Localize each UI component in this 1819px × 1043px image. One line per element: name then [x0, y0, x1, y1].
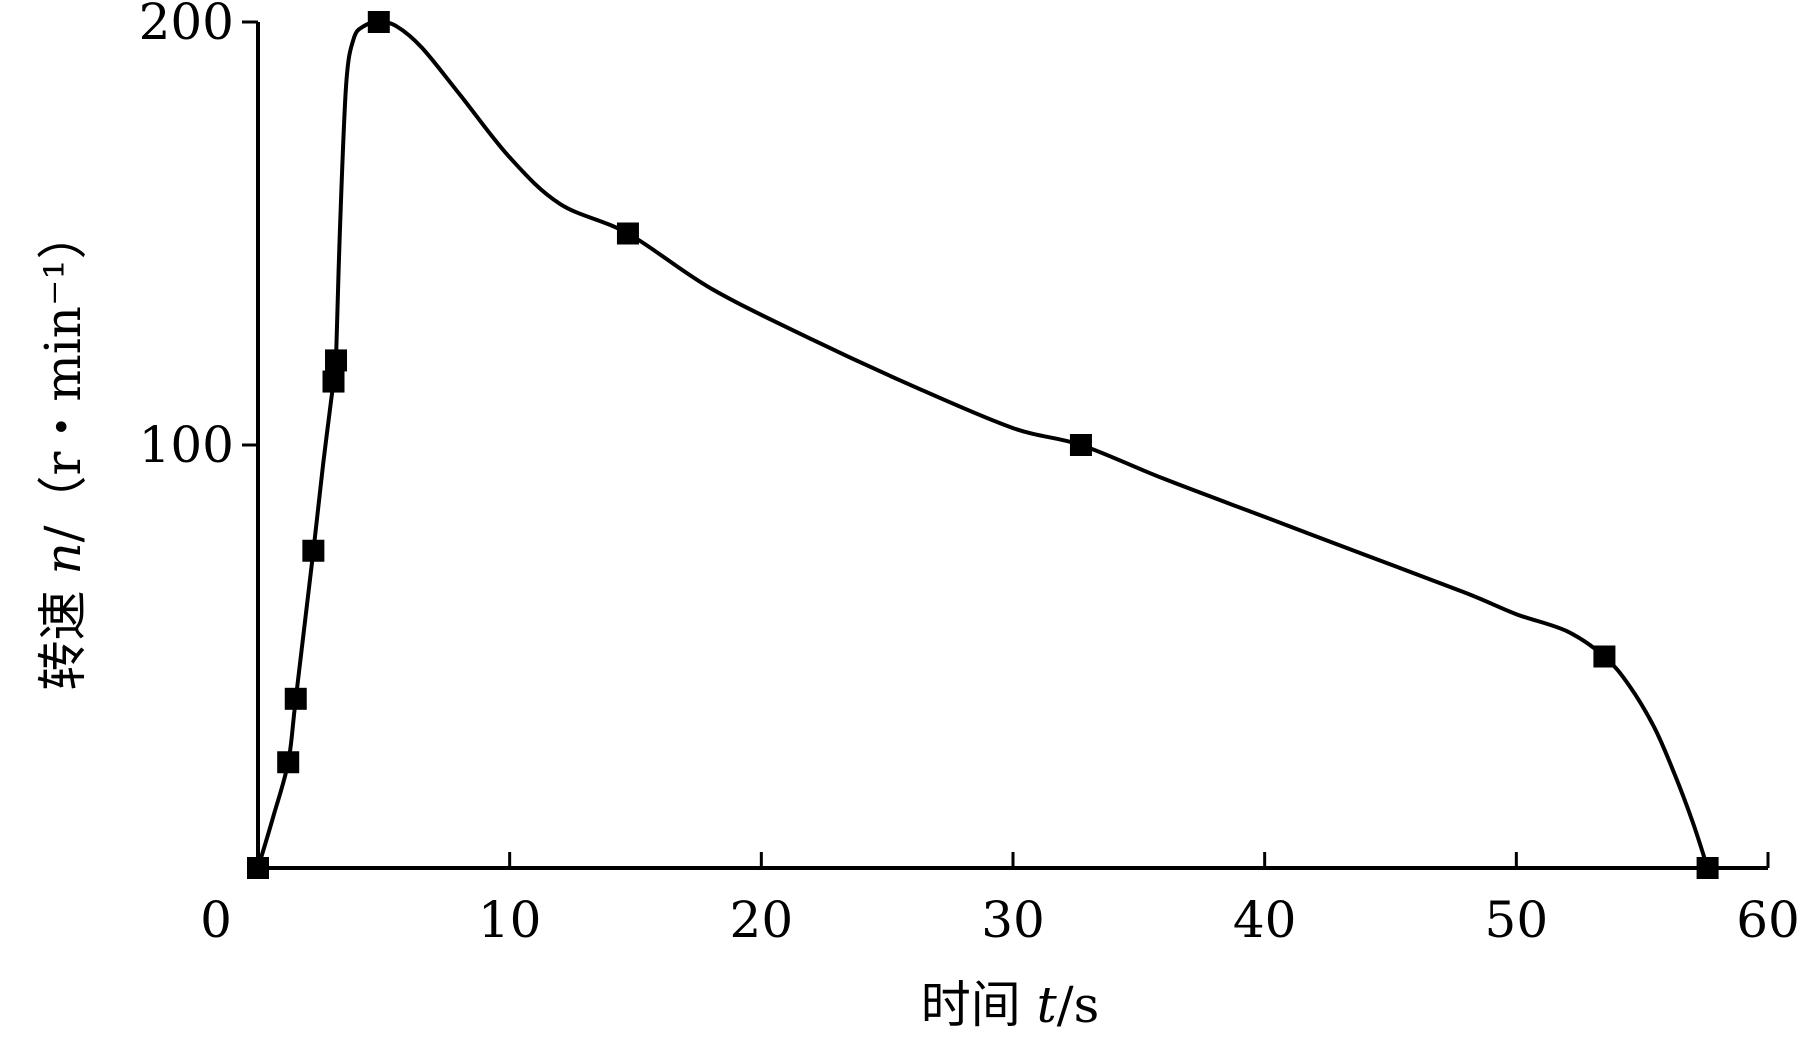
speed-curve — [256, 19, 1710, 869]
data-markers — [247, 11, 1719, 879]
data-point-3 — [302, 539, 325, 562]
data-point-9 — [1593, 645, 1616, 668]
x-tick-label-60: 60 — [1736, 891, 1800, 949]
y-axis-title-var: n — [34, 542, 92, 574]
data-point-7 — [616, 222, 639, 245]
x-tick-label-40: 40 — [1233, 891, 1297, 949]
x-tick-label-20: 20 — [730, 891, 794, 949]
x-axis-title: 时间 t/s — [921, 976, 1100, 1034]
data-point-6 — [367, 11, 390, 33]
axes — [256, 22, 1768, 870]
x-ticks: 0 10 20 30 40 50 60 — [200, 852, 1800, 949]
y-ticks: 100 200 — [139, 0, 258, 474]
y-axis-title-unit: /（r・min⁻¹） — [34, 210, 92, 543]
data-point-8 — [1069, 434, 1092, 456]
data-point-2 — [284, 687, 307, 710]
x-tick-label-0: 0 — [200, 891, 232, 949]
y-axis-title-prefix: 转速 — [34, 575, 92, 691]
data-point-0 — [247, 857, 269, 879]
y-tick-label-100: 100 — [139, 416, 234, 474]
x-axis-title-unit: /s — [1057, 976, 1100, 1034]
y-axis-title: 转速 n/（r・min⁻¹） — [34, 210, 92, 691]
x-axis-title-prefix: 时间 — [921, 976, 1037, 1034]
x-tick-label-10: 10 — [478, 891, 542, 949]
data-point-4 — [322, 370, 345, 393]
y-tick-label-200: 200 — [139, 0, 234, 51]
data-point-1 — [277, 751, 300, 774]
data-point-5 — [325, 349, 348, 372]
x-tick-label-50: 50 — [1485, 891, 1549, 949]
x-tick-label-30: 30 — [981, 891, 1045, 949]
data-point-10 — [1696, 857, 1719, 879]
x-axis-title-var: t — [1037, 976, 1058, 1034]
